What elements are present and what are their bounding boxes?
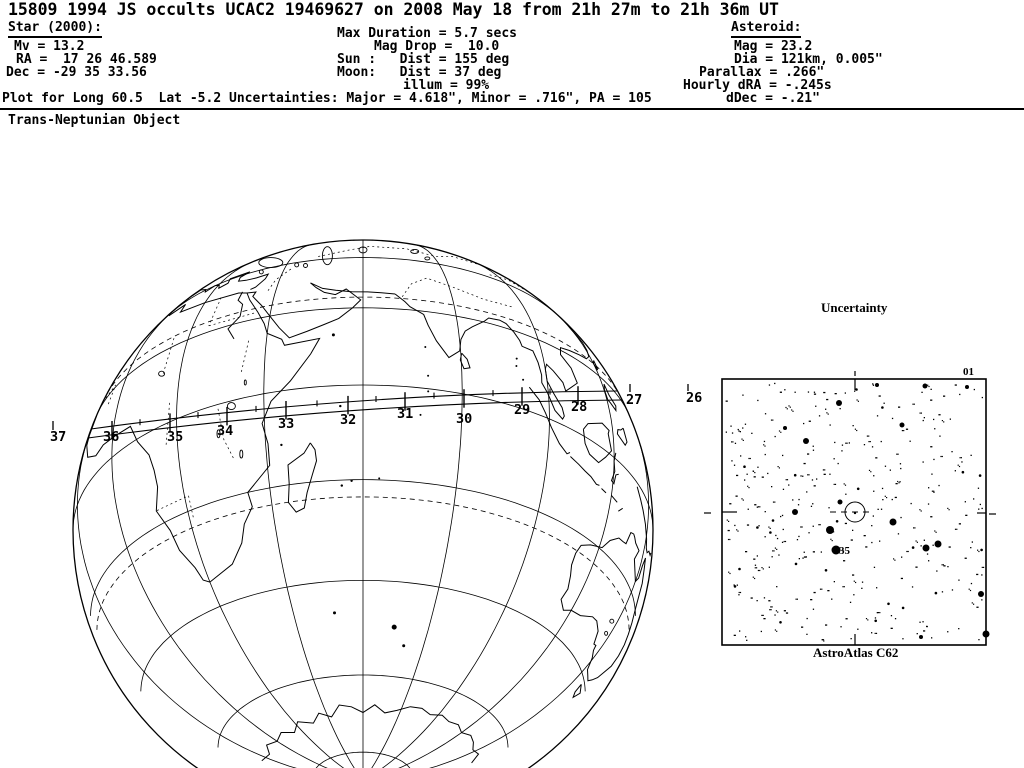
lakes [158, 246, 615, 636]
finder-corner-label: 01 [963, 366, 974, 378]
finder-star-label: 35 [839, 545, 850, 557]
star-ra: RA = 17 26 46.589 [16, 52, 157, 67]
star-field [725, 382, 985, 642]
asteroid-mag: Mag = 23.2 [734, 39, 813, 54]
star-dec: Dec = -29 35 33.56 [6, 65, 147, 80]
asteroid-parallax: Parallax = .266" [699, 65, 825, 80]
path-tick-label: 27 [626, 392, 643, 408]
finder-caption: AstroAtlas C62 [813, 645, 899, 660]
event-moon-illum: illum = 99% [403, 78, 490, 93]
event-uncertainties: Uncertainties: Major = 4.618", Minor = .… [229, 91, 652, 106]
path-tick-label: 33 [278, 416, 295, 432]
path-tick-label: 26 [686, 390, 703, 406]
path-tick-label: 37 [50, 429, 67, 445]
occultation-path [52, 384, 689, 440]
page-title: 15809 1994 JS occults UCAC2 19469627 on … [8, 0, 779, 19]
path-tick-label: 35 [167, 429, 184, 445]
separator-line [0, 108, 1024, 110]
event-max-duration: Max Duration = 5.7 secs [337, 26, 518, 41]
asteroid-dia: Dia = 121km, 0.005" [734, 52, 883, 67]
event-moon-dist: Moon: Dist = 37 deg [337, 65, 502, 80]
asteroid-section-heading: Asteroid: [731, 21, 802, 38]
path-tick-label: 32 [340, 412, 357, 428]
asteroid-hourly-dra: Hourly dRA = -.245s [683, 78, 832, 93]
finder-title: Uncertainty [821, 300, 888, 315]
event-mag-drop: Mag Drop = 10.0 [374, 39, 500, 54]
object-type-label: Trans-Neptunian Object [8, 113, 181, 128]
path-tick-label: 28 [571, 399, 588, 415]
star-mv: Mv = 13.2 [14, 39, 85, 54]
bright-stars [783, 383, 990, 639]
path-tick-label: 36 [103, 429, 120, 445]
borders [103, 246, 528, 520]
path-tick-label: 29 [514, 402, 531, 418]
finder-chart [721, 378, 987, 646]
path-tick-label: 31 [397, 406, 414, 422]
event-sun-dist: Sun : Dist = 155 deg [337, 52, 510, 67]
star-section-heading: Star (2000): [8, 21, 102, 38]
asteroid-ddec: dDec = -.21" [726, 91, 820, 106]
path-tick-label: 30 [456, 411, 473, 427]
island-dots [280, 333, 525, 648]
coastlines [86, 271, 652, 764]
path-tick-label: 34 [217, 423, 234, 439]
plot-for-line: Plot for Long 60.5 Lat -5.2 [2, 91, 222, 106]
